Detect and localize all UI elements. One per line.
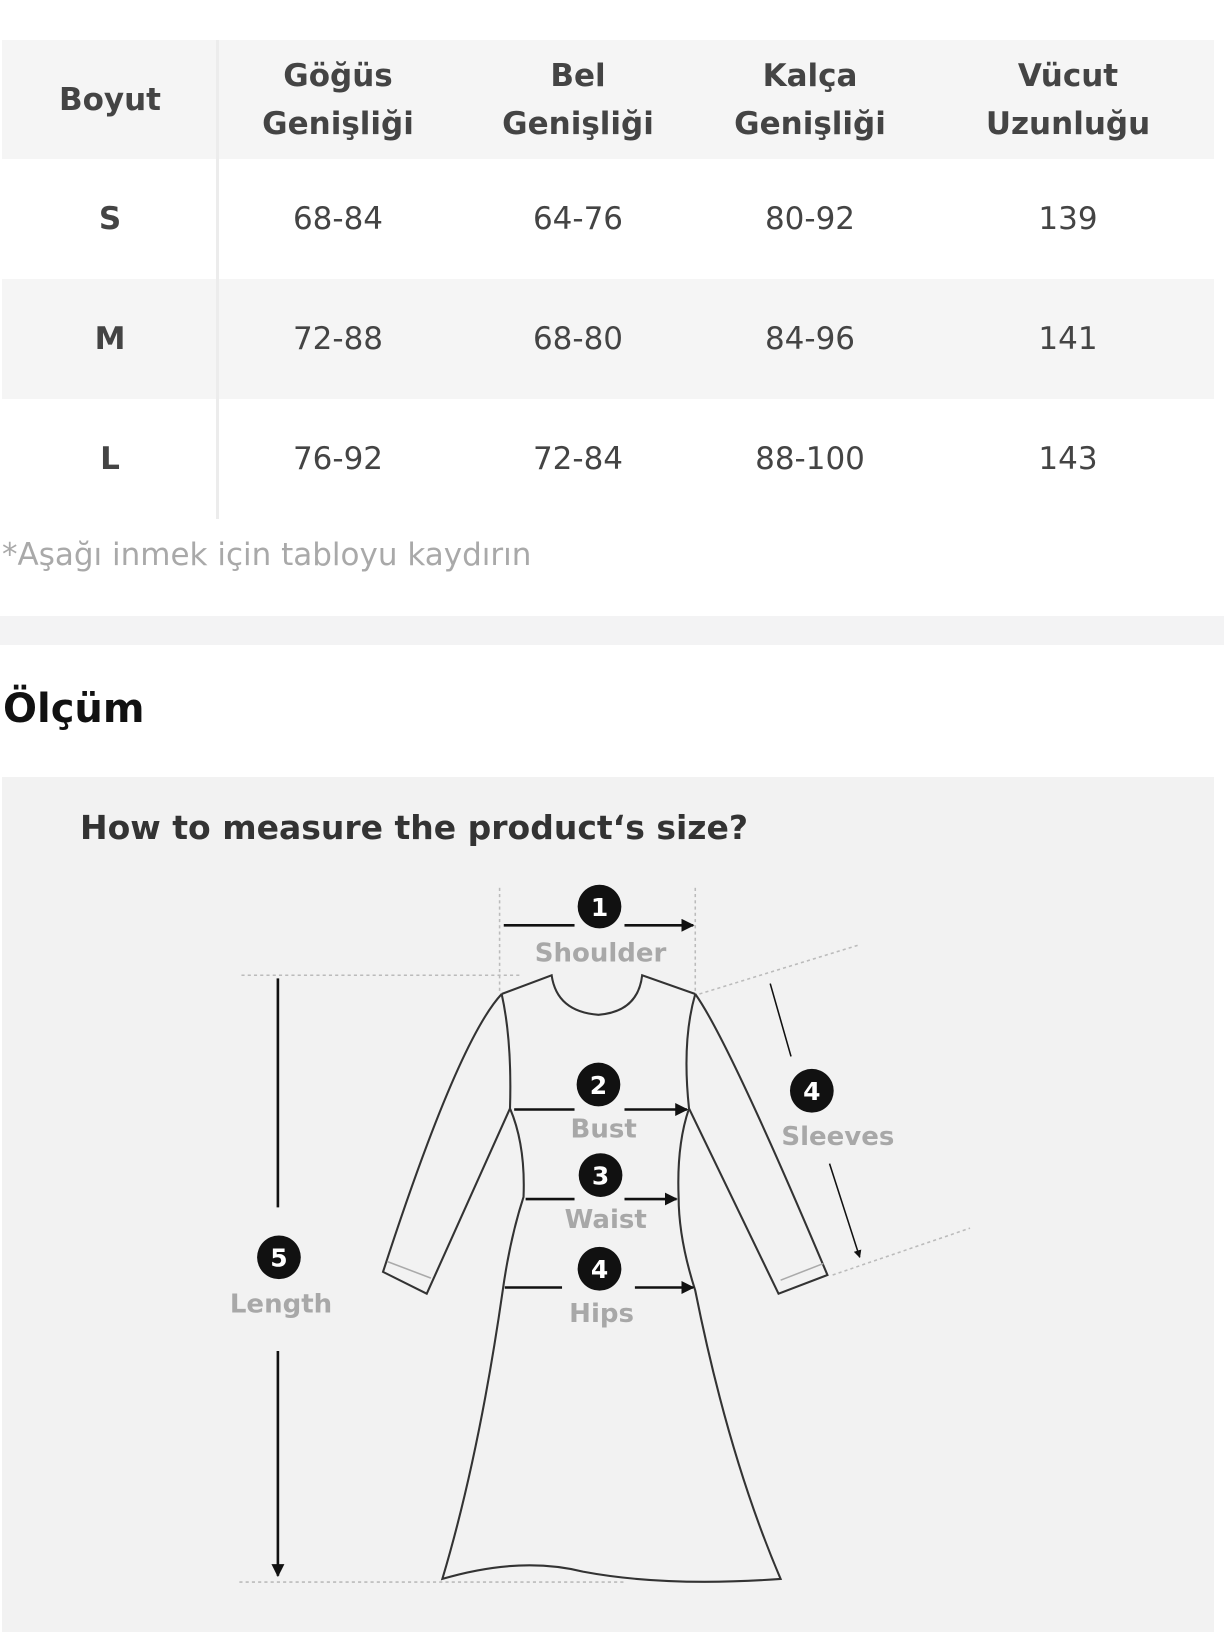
hips-marker: 4 Hips [569, 1246, 634, 1329]
table-cell: 88-100 [755, 441, 865, 477]
table-cell: 84-96 [764, 321, 856, 357]
svg-text:Sleeves: Sleeves [781, 1122, 894, 1152]
table-row: M 72-88 68-80 84-96 141 [2, 279, 1214, 399]
svg-text:Shoulder: Shoulder [535, 939, 667, 969]
table-cell: 68-80 [532, 321, 624, 357]
header-vucut: Vücut Uzunluğu [985, 57, 1151, 142]
table-cell: 72-88 [292, 321, 384, 357]
header-bel: Bel Genişliği [502, 57, 654, 142]
svg-text:2: 2 [590, 1071, 607, 1100]
svg-text:1: 1 [591, 893, 608, 922]
svg-text:Waist: Waist [565, 1205, 647, 1235]
measure-guide-title: How to measure the product‘s size? [80, 808, 749, 847]
svg-text:Length: Length [230, 1289, 332, 1319]
table-cell: 76-92 [292, 441, 384, 477]
svg-text:Bust: Bust [571, 1115, 637, 1145]
table-header-row: Boyut Göğüs Genişliği Bel Genişliği Kalça G… [2, 40, 1214, 159]
bust-marker: 2 Bust [571, 1062, 637, 1145]
table-row: L 76-92 72-84 88-100 143 [2, 399, 1214, 519]
svg-text:4: 4 [803, 1077, 820, 1106]
table-cell: 80-92 [764, 201, 856, 237]
table-cell: 72-84 [532, 441, 624, 477]
header-boyut: Boyut [58, 81, 162, 118]
table-cell: 143 [1038, 441, 1098, 477]
svg-text:4: 4 [591, 1255, 608, 1284]
svg-text:3: 3 [592, 1161, 609, 1190]
size-cell: L [100, 441, 120, 477]
svg-text:Hips: Hips [569, 1299, 634, 1329]
svg-text:5: 5 [270, 1244, 287, 1273]
size-cell: M [94, 321, 126, 357]
measure-arrows [278, 925, 860, 1576]
sleeves-marker: 4 Sleeves [781, 1068, 894, 1152]
size-table[interactable]: Boyut Göğüs Genişliği Bel Genişliği Kalça G… [2, 40, 1214, 519]
shoulder-marker: 1 Shoulder [535, 884, 667, 969]
header-gogus: Göğüs Genişliği [262, 57, 414, 142]
table-cell: 141 [1038, 321, 1098, 357]
table-cell: 64-76 [532, 201, 624, 237]
table-row: S 68-84 64-76 80-92 139 [2, 159, 1214, 279]
waist-marker: 3 Waist [565, 1153, 647, 1235]
header-kalca: Kalça Genişliği [734, 57, 886, 142]
measure-heading: Ölçüm [3, 686, 145, 732]
guide-lines [239, 887, 971, 1583]
table-cell: 139 [1038, 201, 1098, 237]
section-divider [0, 616, 1224, 645]
column-divider [216, 40, 219, 519]
size-cell: S [98, 201, 122, 237]
scroll-hint: *Aşağı inmek için tabloyu kaydırın [2, 537, 532, 573]
length-marker: 5 Length [230, 1235, 332, 1319]
table-cell: 68-84 [292, 201, 384, 237]
